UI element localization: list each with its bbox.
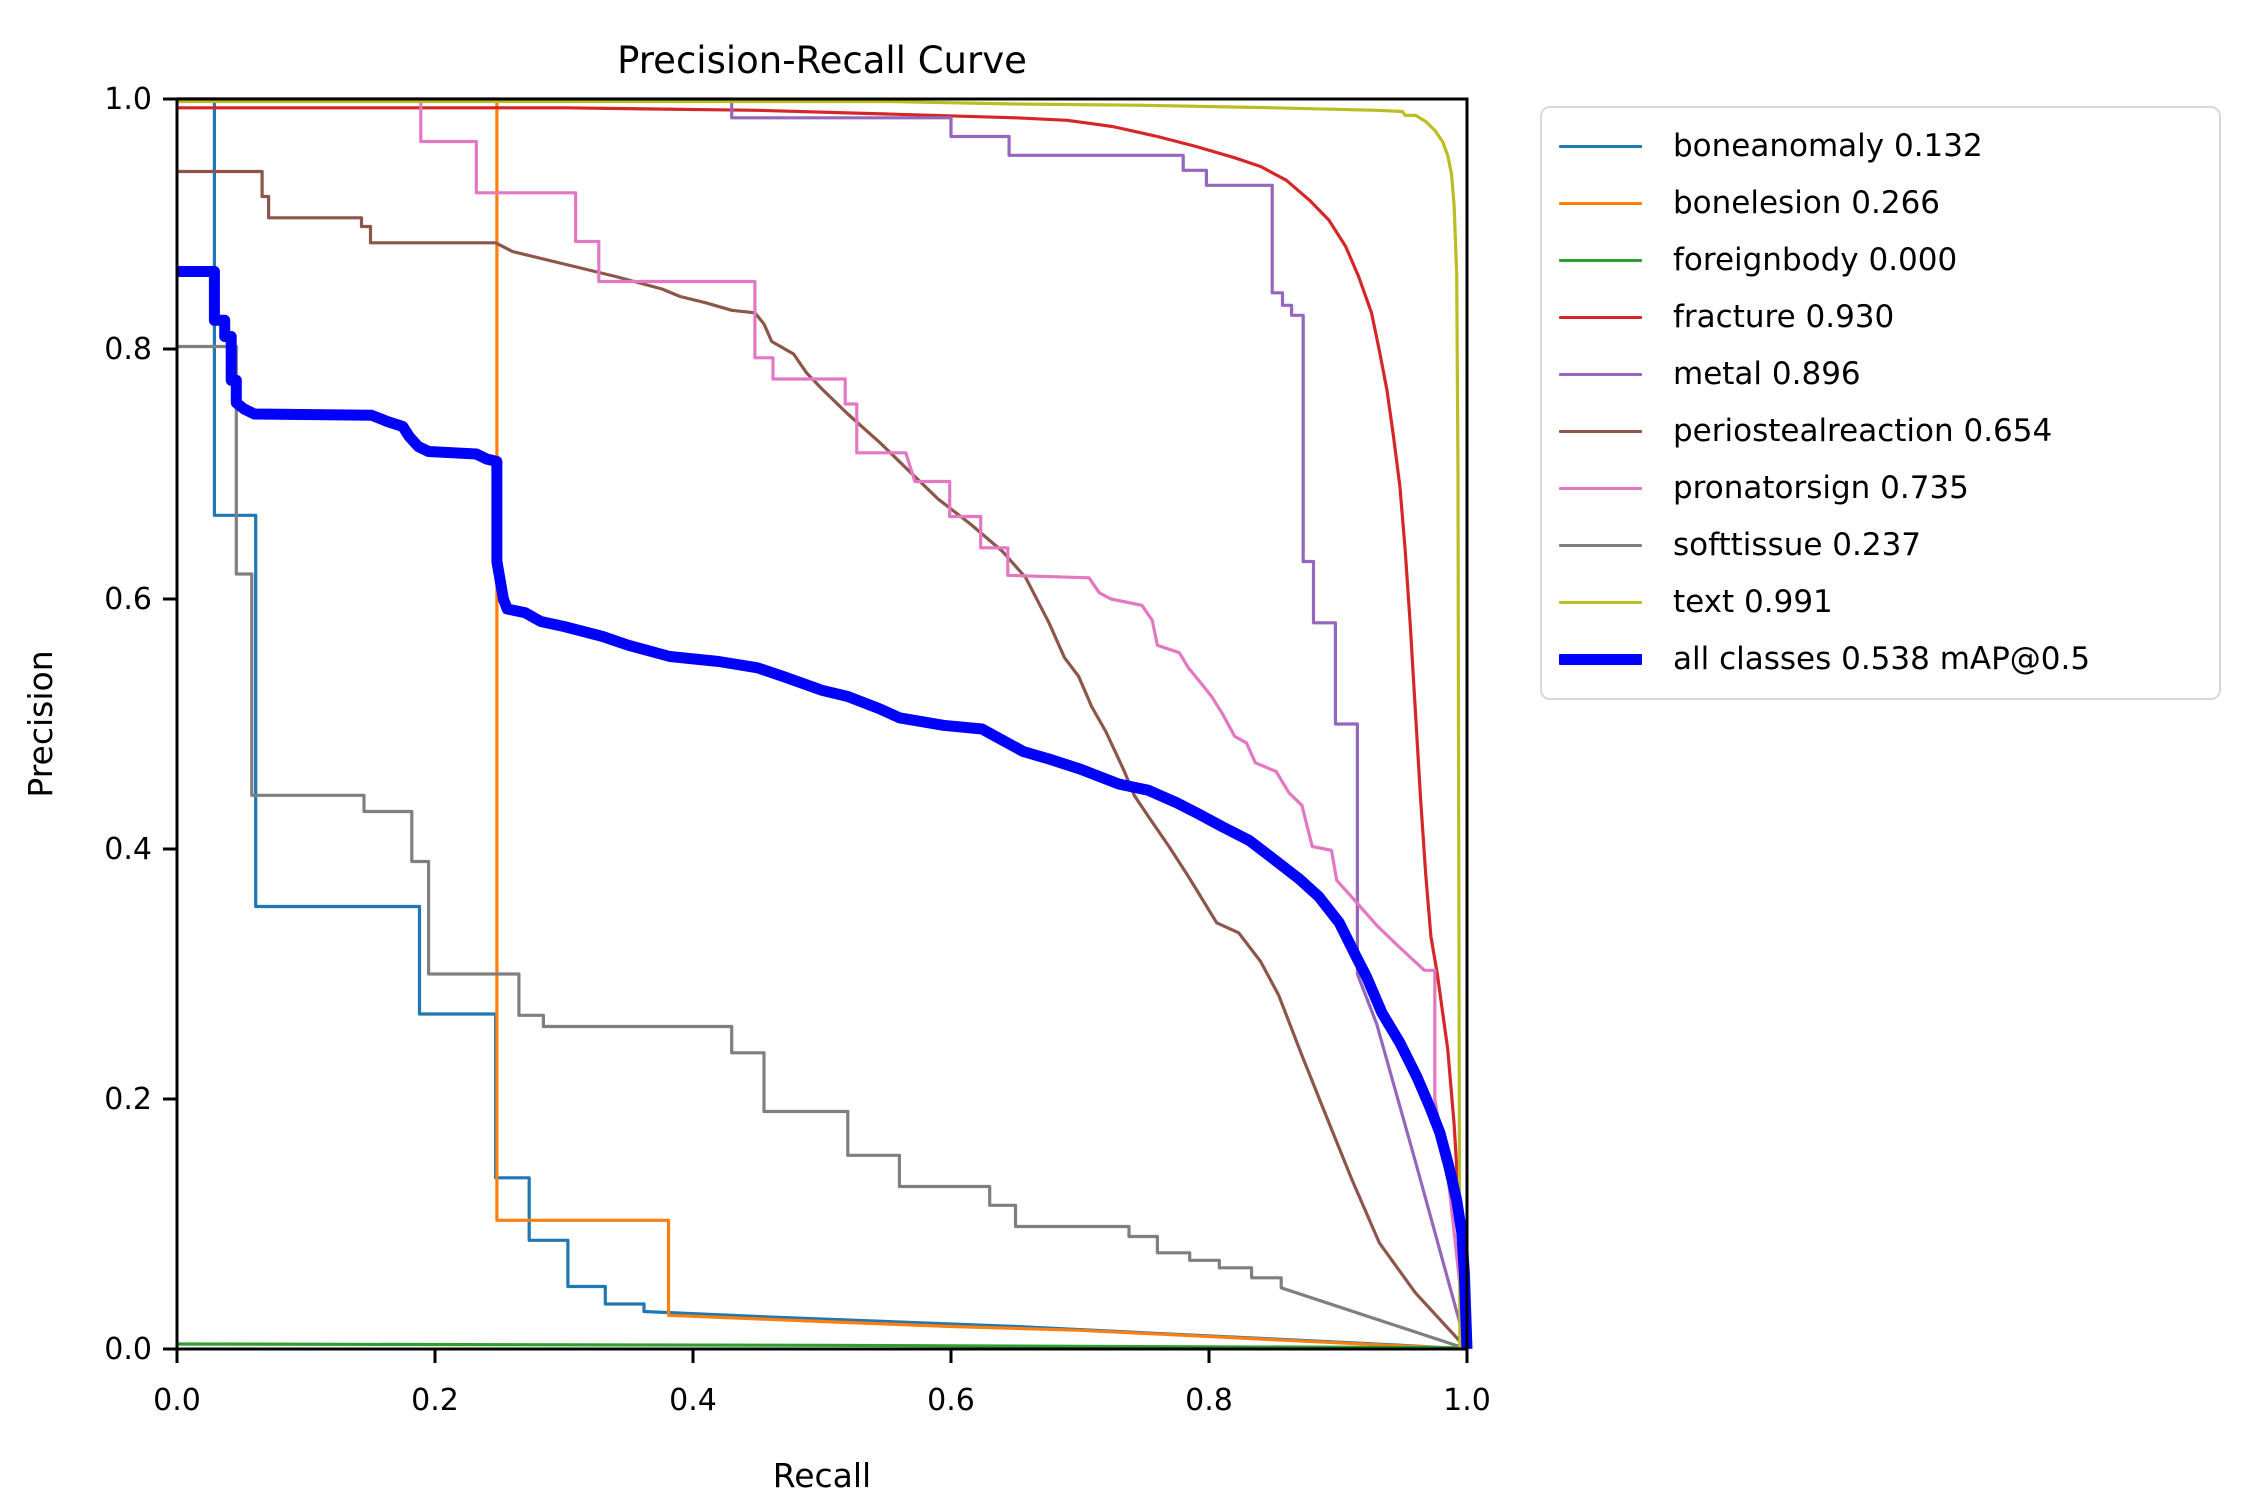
legend-item-label: metal 0.896 — [1673, 356, 1861, 392]
legend: boneanomaly 0.132 bonelesion 0.266 foreign… — [1540, 106, 2221, 700]
legend-item-bonelesion: bonelesion 0.266 — [1542, 179, 2219, 229]
legend-item-label: boneanomaly 0.132 — [1673, 128, 1983, 164]
y-tick-label: 0.0 — [104, 1332, 152, 1367]
legend-line-fracture — [1559, 315, 1642, 320]
y-tick-label: 0.2 — [104, 1082, 152, 1117]
y-axis-label: Precision — [21, 650, 60, 797]
x-axis-label: Recall — [773, 1456, 871, 1495]
y-tick-label: 1.0 — [104, 82, 152, 117]
legend-line-bonelesion — [1559, 201, 1642, 206]
curve-bonelesion — [177, 97, 1468, 1351]
legend-item-foreignbody: foreignbody 0.000 — [1542, 236, 2219, 286]
legend-item-boneanomaly: boneanomaly 0.132 — [1542, 122, 2219, 172]
legend-line-pronatorsign — [1559, 486, 1642, 491]
legend-item-all-classes: all classes 0.538 mAP@0.5 — [1542, 635, 2219, 685]
legend-item-text: text 0.991 — [1542, 578, 2219, 628]
x-tick-label: 0.2 — [411, 1383, 459, 1418]
legend-item-pronatorsign: pronatorsign 0.735 — [1542, 464, 2219, 514]
legend-line-text — [1559, 600, 1642, 605]
x-tick-label: 0.4 — [669, 1383, 717, 1418]
x-tick-label: 0.8 — [1185, 1383, 1233, 1418]
y-tick-label: 0.6 — [104, 582, 152, 617]
legend-line-boneanomaly — [1559, 144, 1642, 149]
legend-item-label: foreignbody 0.000 — [1673, 242, 1958, 278]
axes-frame — [175, 97, 1469, 1351]
chart-title: Precision-Recall Curve — [617, 39, 1027, 82]
legend-item-label: softtissue 0.237 — [1673, 527, 1922, 563]
legend-item-label: bonelesion 0.266 — [1673, 185, 1941, 221]
legend-item-metal: metal 0.896 — [1542, 350, 2219, 400]
x-tick-label: 0.6 — [927, 1383, 975, 1418]
legend-item-label: periostealreaction 0.654 — [1673, 413, 2053, 449]
curves-group — [176, 97, 1473, 1351]
curve-pronatorsign — [177, 97, 1469, 1350]
y-tick-label: 0.8 — [104, 332, 152, 367]
x-tick-label: 1.0 — [1443, 1383, 1491, 1418]
x-tick-label: 0.0 — [153, 1383, 201, 1418]
legend-item-label: pronatorsign 0.735 — [1673, 470, 1969, 506]
legend-line-foreignbody — [1559, 258, 1642, 263]
legend-item-softtissue: softtissue 0.237 — [1542, 521, 2219, 571]
legend-item-label: text 0.991 — [1673, 584, 1833, 620]
legend-line-metal — [1559, 372, 1642, 377]
legend-line-all-classes — [1559, 654, 1642, 665]
curve-text — [177, 99, 1462, 1350]
y-tick-label: 0.4 — [104, 832, 152, 867]
ticks-group: 0.0 0.2 0.4 0.6 0.8 1.0 0.0 0.2 0.4 0.6 0.8 1.0 — [104, 82, 1491, 1418]
curve-metal — [177, 97, 1469, 1350]
curve-periostealreaction — [177, 169, 1469, 1351]
legend-line-softtissue — [1559, 543, 1642, 548]
legend-item-label: fracture 0.930 — [1673, 299, 1895, 335]
curve-all-classes — [177, 266, 1473, 1350]
legend-item-fracture: fracture 0.930 — [1542, 293, 2219, 343]
curve-softtissue — [177, 344, 1468, 1351]
curve-fracture — [177, 106, 1469, 1350]
legend-line-periostealreaction — [1559, 429, 1642, 434]
legend-item-periostealreaction: periostealreaction 0.654 — [1542, 407, 2219, 457]
legend-item-label: all classes 0.538 mAP@0.5 — [1673, 641, 2091, 677]
curve-foreignbody — [176, 1342, 1468, 1350]
